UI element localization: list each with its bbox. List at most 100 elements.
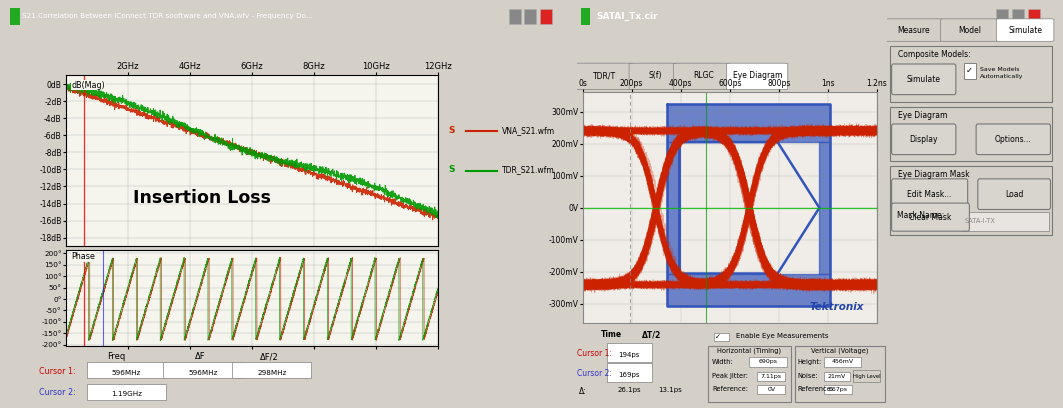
Text: 1.19GHz: 1.19GHz <box>111 391 142 397</box>
Text: S: S <box>449 126 455 135</box>
Text: Reference:: Reference: <box>712 386 748 392</box>
Text: Reference:: Reference: <box>797 386 833 392</box>
Text: 298MHz: 298MHz <box>257 370 286 376</box>
FancyBboxPatch shape <box>87 362 166 378</box>
FancyBboxPatch shape <box>976 124 1050 155</box>
Text: Display: Display <box>910 135 938 144</box>
Text: Width:: Width: <box>712 359 733 365</box>
Text: S21 Correlation Between IConnect TDR sooftware and VNA.wfv - Frequency Do...: S21 Correlation Between IConnect TDR soo… <box>22 13 313 19</box>
Bar <box>824 385 851 394</box>
Text: Model: Model <box>958 26 981 35</box>
Text: 0V: 0V <box>767 387 775 392</box>
Bar <box>961 212 1049 231</box>
Bar <box>713 333 729 341</box>
Text: S(f): S(f) <box>648 71 662 80</box>
Bar <box>1012 9 1024 24</box>
Text: Noise:: Noise: <box>797 373 819 379</box>
Text: Load: Load <box>1005 190 1024 199</box>
FancyBboxPatch shape <box>607 343 652 361</box>
Text: Simulate: Simulate <box>1008 26 1042 35</box>
FancyBboxPatch shape <box>629 63 681 90</box>
Text: SATA-I-TX: SATA-I-TX <box>964 218 995 224</box>
Bar <box>757 385 786 394</box>
Text: Time: Time <box>601 330 622 339</box>
Bar <box>581 8 590 25</box>
Text: 194ps: 194ps <box>619 352 640 357</box>
Text: Height:: Height: <box>797 359 822 365</box>
FancyBboxPatch shape <box>232 362 311 378</box>
Text: Automatically: Automatically <box>979 74 1023 79</box>
Text: RLGC: RLGC <box>693 71 714 80</box>
Text: Vertical (Voltage): Vertical (Voltage) <box>811 348 868 354</box>
Text: Cursor 2:: Cursor 2: <box>39 388 77 397</box>
Text: ΔF: ΔF <box>196 352 206 361</box>
FancyBboxPatch shape <box>164 362 242 378</box>
Bar <box>749 357 787 367</box>
Bar <box>890 166 1052 235</box>
FancyBboxPatch shape <box>884 19 942 41</box>
Text: S: S <box>449 165 455 174</box>
Text: Measure: Measure <box>897 26 930 35</box>
Text: VNA_S21.wfm: VNA_S21.wfm <box>502 126 555 135</box>
Text: 690ps: 690ps <box>759 359 778 364</box>
Text: Edit Mask...: Edit Mask... <box>908 190 951 199</box>
Text: 596MHz: 596MHz <box>112 370 141 376</box>
Text: TDR/T: TDR/T <box>593 71 617 80</box>
FancyBboxPatch shape <box>978 179 1050 209</box>
FancyBboxPatch shape <box>574 63 636 90</box>
Text: Enable Eye Measurements: Enable Eye Measurements <box>736 333 828 339</box>
FancyBboxPatch shape <box>727 63 788 90</box>
Text: 21mV: 21mV <box>828 374 846 379</box>
Text: 26.1ps: 26.1ps <box>618 387 641 393</box>
Text: Insertion Loss: Insertion Loss <box>133 189 271 207</box>
Bar <box>508 9 521 24</box>
FancyBboxPatch shape <box>892 179 967 209</box>
FancyBboxPatch shape <box>892 203 969 231</box>
Bar <box>1028 9 1040 24</box>
Text: Eye Diagram: Eye Diagram <box>732 71 782 80</box>
Text: Peak Jitter:: Peak Jitter: <box>712 373 748 379</box>
Text: Eye Diagram Mask: Eye Diagram Mask <box>898 170 971 179</box>
Text: ✓: ✓ <box>966 67 973 75</box>
Text: Cursor 2:: Cursor 2: <box>577 368 612 377</box>
Bar <box>964 63 976 79</box>
Text: 596MHz: 596MHz <box>188 370 218 376</box>
Bar <box>996 9 1008 24</box>
Text: 456mV: 456mV <box>831 359 854 364</box>
Bar <box>757 372 786 381</box>
Bar <box>540 9 553 24</box>
Bar <box>824 357 861 367</box>
Text: 169ps: 169ps <box>619 372 640 377</box>
Text: Cursor 1:: Cursor 1: <box>577 348 612 357</box>
Bar <box>524 9 537 24</box>
Bar <box>890 46 1052 102</box>
FancyBboxPatch shape <box>941 19 998 41</box>
Text: ✓: ✓ <box>715 334 721 340</box>
FancyBboxPatch shape <box>892 124 956 155</box>
Text: Clear Mask: Clear Mask <box>909 213 951 222</box>
Bar <box>824 372 850 381</box>
Text: High Level: High Level <box>853 374 880 379</box>
Text: ΔF/2: ΔF/2 <box>259 352 279 361</box>
Text: Eye Diagram: Eye Diagram <box>898 111 948 120</box>
Text: 13.1ps: 13.1ps <box>658 387 682 393</box>
FancyBboxPatch shape <box>673 63 735 90</box>
Bar <box>10 8 20 25</box>
Text: ΔT/2: ΔT/2 <box>642 330 661 339</box>
Text: Options...: Options... <box>995 135 1032 144</box>
Text: Composite Models:: Composite Models: <box>898 50 971 59</box>
Bar <box>794 346 884 401</box>
FancyBboxPatch shape <box>892 64 956 95</box>
FancyBboxPatch shape <box>996 19 1053 41</box>
Text: Δ:: Δ: <box>578 387 587 396</box>
Text: Tektronix: Tektronix <box>809 302 864 312</box>
Bar <box>853 370 880 382</box>
Text: SATAI_Tx.cir: SATAI_Tx.cir <box>596 12 658 21</box>
FancyBboxPatch shape <box>607 363 652 381</box>
Text: TDR_S21.wfm: TDR_S21.wfm <box>502 165 555 174</box>
Text: Mask Name:: Mask Name: <box>897 211 944 220</box>
Bar <box>890 107 1052 161</box>
Text: Simulate: Simulate <box>907 75 941 84</box>
Text: Save Models: Save Models <box>979 67 1019 72</box>
Text: Freq: Freq <box>106 352 125 361</box>
